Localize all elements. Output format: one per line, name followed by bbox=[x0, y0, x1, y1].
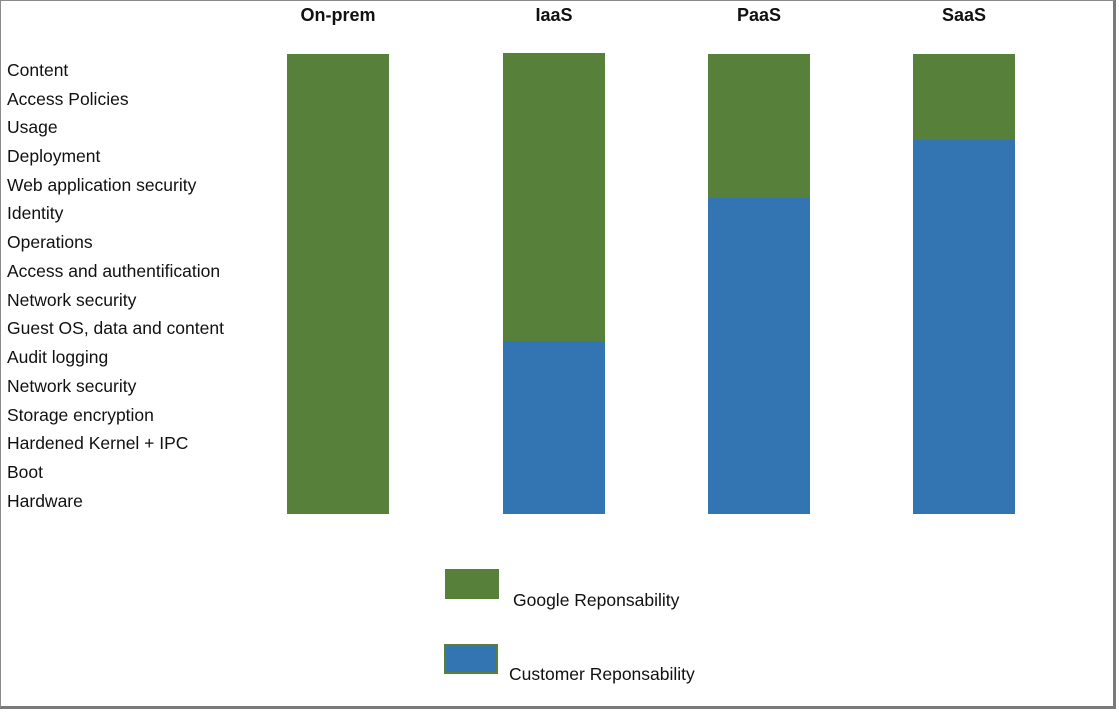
column-header-saas: SaaS bbox=[941, 5, 987, 25]
layer-label: Guest OS, data and content bbox=[7, 318, 224, 338]
layer-label: Network security bbox=[7, 376, 137, 396]
bar-saas bbox=[913, 54, 1015, 514]
segment-google bbox=[287, 54, 389, 514]
segment-google bbox=[503, 53, 605, 341]
layer-label: Storage encryption bbox=[7, 405, 154, 425]
layer-label: Content bbox=[7, 60, 69, 80]
layer-label: Network security bbox=[7, 290, 137, 310]
layer-label: Access Policies bbox=[7, 89, 129, 109]
bar-on-prem bbox=[287, 54, 389, 514]
layer-label: Hardware bbox=[7, 491, 83, 511]
bar-paas bbox=[708, 54, 810, 514]
bar-iaas bbox=[503, 53, 605, 514]
layer-label: Hardened Kernel + IPC bbox=[7, 433, 189, 453]
layer-label: Boot bbox=[7, 462, 43, 482]
layer-label: Web application security bbox=[7, 175, 197, 195]
segment-customer bbox=[708, 198, 810, 514]
layer-label: Operations bbox=[7, 232, 93, 252]
segment-customer bbox=[913, 140, 1015, 514]
legend-swatch-google bbox=[445, 569, 499, 599]
legend-swatch-customer bbox=[444, 644, 498, 674]
column-header-paas: PaaS bbox=[736, 5, 782, 25]
column-header-iaas: IaaS bbox=[535, 5, 573, 25]
layer-label: Identity bbox=[7, 203, 64, 223]
layer-label: Access and authentification bbox=[7, 261, 221, 281]
segment-google bbox=[913, 54, 1015, 140]
legend-label-customer: Customer Reponsability bbox=[509, 664, 695, 684]
layer-label: Audit logging bbox=[7, 347, 109, 367]
column-header-on-prem: On-prem bbox=[300, 5, 376, 25]
layer-label: Deployment bbox=[7, 146, 101, 166]
layer-label: Usage bbox=[7, 117, 58, 137]
segment-google bbox=[708, 54, 810, 198]
segment-customer bbox=[503, 341, 605, 514]
legend-label-google: Google Reponsability bbox=[513, 590, 680, 610]
